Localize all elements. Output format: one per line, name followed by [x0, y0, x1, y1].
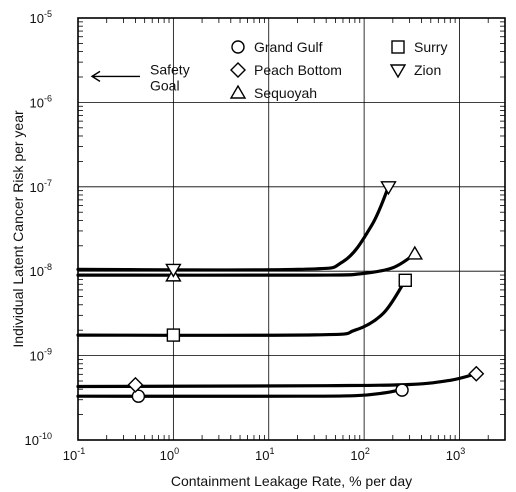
legend-item-zion: Zion [389, 62, 441, 79]
legend-marker-surry [391, 40, 405, 54]
x-axis-label: Containment Leakage Rate, % per day [171, 473, 412, 489]
marker-surry [398, 273, 412, 288]
marker-surry [166, 328, 181, 342]
marker-grand-gulf [131, 389, 146, 403]
left-arrow-icon [90, 70, 140, 82]
curve-peach-bottom [76, 372, 478, 389]
legend-item-peach-bottom: Peach Bottom [230, 62, 342, 78]
marker-sequoyah [406, 245, 424, 260]
x-tick-label: 100 [160, 446, 179, 463]
marker-peach-bottom [468, 365, 485, 382]
curve-grand-gulf [76, 387, 406, 398]
grid-layer [78, 18, 505, 440]
x-tick-label: 10-1 [63, 446, 85, 463]
legend-item-sequoyah: Sequoyah [229, 84, 317, 101]
x-tick-label: 102 [350, 446, 369, 463]
legend-marker-grand-gulf [231, 40, 245, 54]
legend-marker-peach-bottom [230, 62, 246, 78]
marker-grand-gulf [395, 383, 409, 397]
legend-label-sequoyah: Sequoyah [254, 85, 317, 101]
safety-goal-label-line2: Goal [150, 77, 180, 93]
y-tick-label: 10-5 [30, 9, 52, 26]
y-tick-label: 10-9 [30, 347, 52, 364]
legend: Grand Gulf Peach Bottom Sequoyah Surry Zion [229, 39, 447, 101]
y-axis-label: Individual Latent Cancer Risk per year [10, 110, 26, 348]
y-tick-label: 10-8 [30, 262, 52, 279]
y-tick-label: 10-7 [30, 178, 52, 195]
legend-marker-sequoyah [229, 84, 247, 99]
plot-frame [77, 17, 506, 441]
legend-label-zion: Zion [414, 62, 441, 78]
tick-layer: 10-1 100 101 102 103 10-10 10-9 10-8 10-7 10-6 10-… [25, 9, 505, 463]
legend-item-grand-gulf: Grand Gulf [231, 39, 323, 55]
curve-sequoyah [76, 252, 417, 277]
safety-goal-label-line1: Safety [150, 61, 190, 77]
x-tick-label: 101 [255, 446, 274, 463]
legend-marker-zion [389, 64, 407, 79]
legend-label-peach-bottom: Peach Bottom [254, 62, 342, 78]
legend-label-grand-gulf: Grand Gulf [254, 39, 323, 55]
marker-layer [127, 181, 485, 403]
y-tick-label: 10-10 [25, 431, 52, 448]
x-tick-label: 103 [446, 446, 465, 463]
safety-goal-annotation: Safety Goal [90, 61, 190, 93]
legend-label-surry: Surry [414, 39, 447, 55]
marker-zion [165, 263, 182, 278]
y-tick-label: 10-6 [30, 93, 52, 110]
legend-item-surry: Surry [391, 39, 447, 55]
marker-zion [380, 181, 397, 196]
marker-peach-bottom [127, 376, 144, 393]
